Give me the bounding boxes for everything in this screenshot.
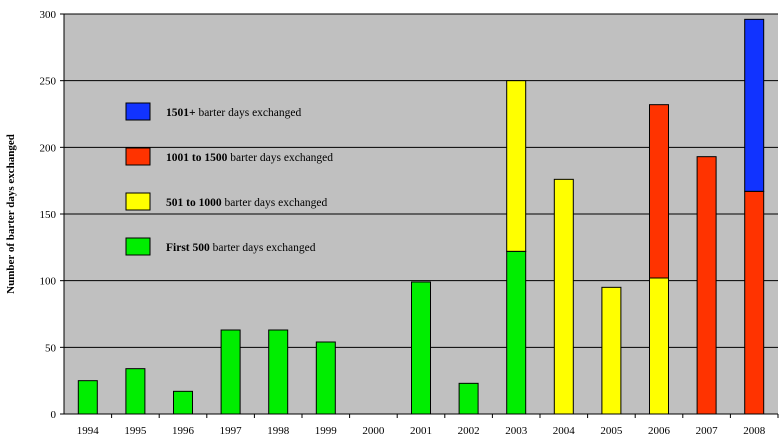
x-tick-label: 1997 — [220, 425, 243, 437]
bar-segment-2007-3 — [696, 156, 717, 415]
legend-swatch — [125, 147, 151, 166]
bar-segment-2003-2 — [506, 80, 527, 252]
bar-segment-2005-2 — [601, 286, 622, 415]
x-tick-label: 1998 — [267, 425, 290, 437]
legend-label: First 500 barter days exchanged — [166, 242, 316, 254]
legend-swatch — [125, 192, 151, 211]
x-tick-label: 2002 — [458, 425, 480, 437]
bar-segment-1994-1 — [77, 380, 98, 415]
bar-segment-1995-1 — [125, 368, 146, 415]
y-tick-label: 150 — [40, 209, 57, 221]
y-tick-label: 50 — [45, 342, 57, 354]
y-tick-label: 200 — [40, 142, 57, 154]
x-tick-label: 1999 — [315, 425, 338, 437]
x-tick-label: 1994 — [77, 425, 100, 437]
x-tick-label: 2004 — [553, 425, 576, 437]
bar-segment-2006-3 — [649, 104, 669, 279]
bar-segment-2003-1 — [506, 250, 527, 415]
bar-segment-2008-4 — [744, 18, 765, 192]
y-tick-label: 0 — [51, 409, 57, 421]
bars — [77, 18, 765, 415]
bar-segment-2008-3 — [744, 190, 765, 415]
x-tick-label: 2005 — [600, 425, 623, 437]
x-tick-labels: 1994 1995 1996 1997 1998 1999 2000 2001 2002 2003… — [77, 425, 766, 437]
y-tick-label: 300 — [40, 9, 57, 21]
x-tick-label: 1995 — [124, 425, 147, 437]
y-tick-label: 250 — [40, 76, 57, 88]
x-tick-label: 2001 — [410, 425, 432, 437]
legend: 1501+ barter days exchanged 1001 to 1500 … — [125, 102, 333, 256]
axes — [60, 13, 779, 418]
bar-segment-1999-1 — [315, 341, 336, 415]
x-tick-label: 2008 — [743, 425, 766, 437]
x-tick-label: 2000 — [362, 425, 385, 437]
y-axis-label: Number of barter days exchanged — [5, 134, 17, 294]
bar-segment-1996-1 — [173, 390, 193, 415]
bar-segment-2006-2 — [649, 277, 669, 415]
bar-segment-1998-1 — [268, 329, 289, 415]
bar-segment-2004-2 — [553, 178, 574, 415]
legend-swatch — [125, 102, 151, 121]
bar-segment-2002-1 — [458, 382, 479, 415]
legend-label: 501 to 1000 barter days exchanged — [166, 197, 328, 209]
grid-lines — [64, 13, 778, 348]
x-tick-label: 1996 — [172, 425, 195, 437]
legend-swatch — [125, 237, 151, 256]
y-tick-label: 100 — [40, 276, 57, 288]
x-tick-label: 2006 — [648, 425, 671, 437]
bar-segment-1997-1 — [220, 329, 241, 415]
legend-label: 1501+ barter days exchanged — [166, 107, 301, 119]
legend-label: 1001 to 1500 barter days exchanged — [166, 152, 333, 164]
x-tick-label: 2007 — [696, 425, 719, 437]
x-tick-label: 2003 — [505, 425, 528, 437]
bar-segment-2001-1 — [411, 281, 431, 415]
y-tick-labels: 0 50 100 150 200 250 300 — [40, 9, 57, 421]
